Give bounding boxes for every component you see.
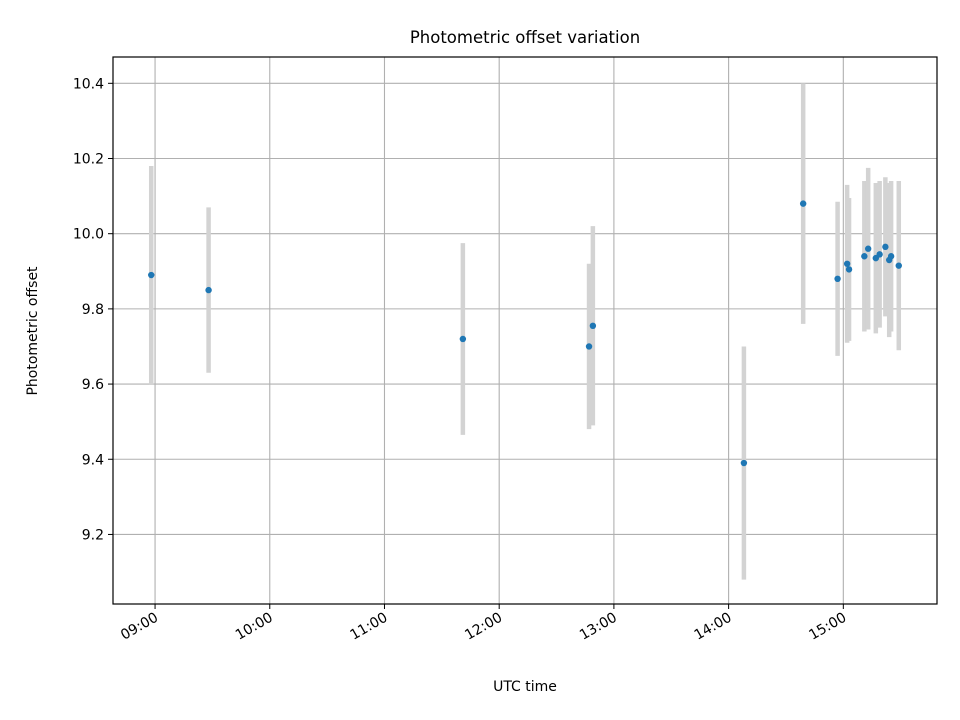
data-point bbox=[148, 271, 155, 279]
data-point bbox=[895, 262, 902, 269]
y-tick-label: 10.4 bbox=[73, 76, 104, 92]
x-axis-label: UTC time bbox=[493, 679, 557, 695]
data-point bbox=[585, 343, 593, 350]
data-point bbox=[740, 459, 748, 467]
data-point bbox=[882, 243, 889, 251]
data-point bbox=[876, 251, 883, 258]
data-point bbox=[861, 253, 868, 260]
chart-title: Photometric offset variation bbox=[410, 28, 640, 47]
data-point bbox=[845, 266, 853, 273]
data-point bbox=[205, 286, 212, 294]
y-axis-label: Photometric offset bbox=[25, 266, 41, 396]
data-point bbox=[834, 275, 841, 283]
data-point bbox=[887, 253, 895, 260]
y-tick-label: 9.4 bbox=[82, 452, 104, 468]
data-point bbox=[864, 245, 872, 252]
plot-frame bbox=[112, 56, 938, 605]
y-tick-label: 9.6 bbox=[82, 377, 104, 393]
y-tick-label: 10.2 bbox=[73, 152, 104, 168]
data-points bbox=[148, 200, 902, 467]
y-axis: 9.2 9.4 9.6 9.8 10.0 10.2 10.4 bbox=[73, 76, 113, 543]
y-tick-label: 9.8 bbox=[82, 302, 104, 318]
data-point bbox=[843, 260, 851, 267]
y-tick-label: 10.0 bbox=[73, 227, 104, 243]
data-point bbox=[799, 200, 807, 207]
y-tick-label: 9.2 bbox=[82, 527, 104, 543]
data-point bbox=[459, 335, 467, 343]
data-point bbox=[589, 322, 597, 330]
grid bbox=[113, 57, 937, 604]
